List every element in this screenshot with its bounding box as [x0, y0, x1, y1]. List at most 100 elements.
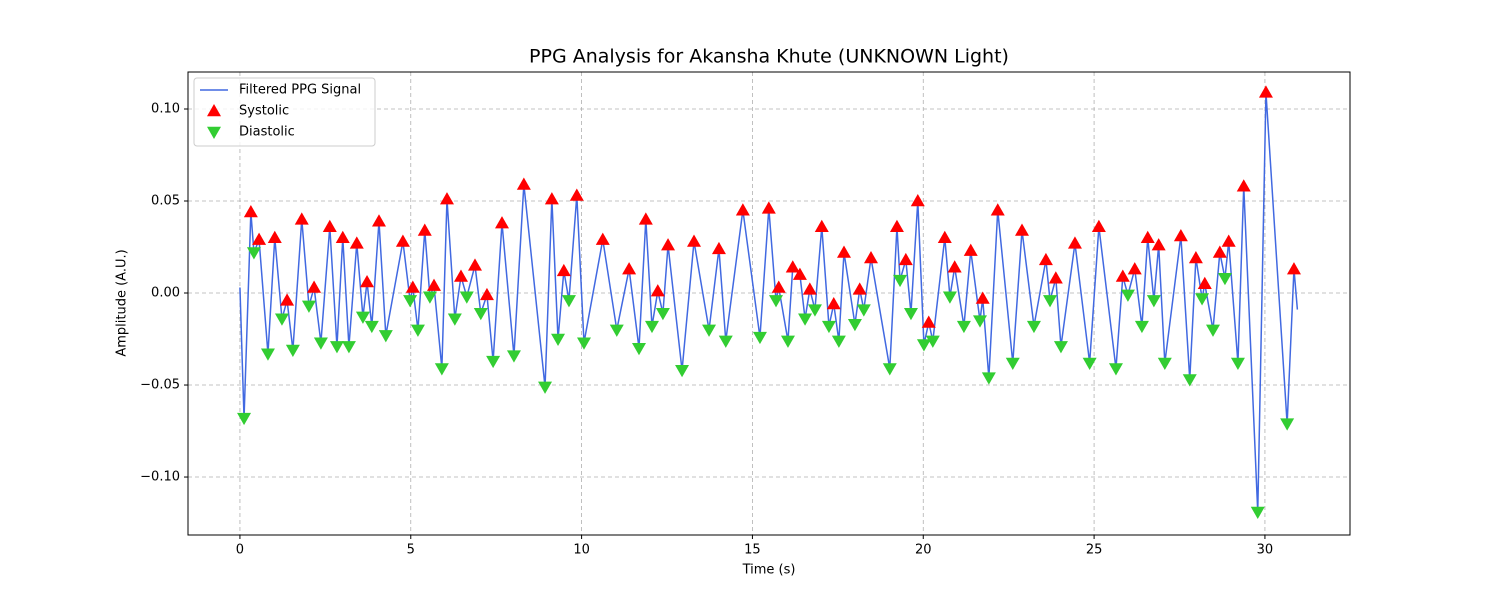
x-tick-label: 0 — [236, 543, 244, 558]
peak-marker — [882, 363, 897, 376]
peak-marker — [447, 313, 462, 326]
peak-marker — [422, 291, 437, 304]
x-tick-label: 15 — [744, 543, 761, 558]
y-axis-label: Amplitude (A.U.) — [115, 249, 130, 356]
peak-marker — [802, 282, 817, 295]
peak-marker — [267, 230, 282, 244]
peak-marker — [516, 177, 531, 190]
peak-marker — [403, 295, 418, 308]
peak-marker — [702, 324, 717, 337]
peak-marker — [274, 313, 289, 326]
peak-marker — [1053, 341, 1068, 354]
peak-marker — [479, 287, 494, 301]
peak-marker — [307, 280, 322, 293]
x-tick-label: 20 — [915, 543, 932, 558]
peak-marker — [280, 293, 295, 306]
peak-marker — [395, 234, 410, 247]
peak-marker — [1005, 357, 1020, 370]
peak-marker — [1127, 262, 1142, 275]
peak-marker — [410, 324, 425, 337]
peak-marker — [1188, 251, 1203, 264]
peak-marker — [638, 212, 653, 225]
plot-frame — [187, 71, 1351, 536]
y-tick-label: 0.05 — [151, 193, 180, 208]
peak-marker — [355, 311, 370, 324]
peak-marker — [1134, 320, 1149, 334]
peak-marker — [735, 203, 750, 216]
peak-marker — [360, 274, 375, 288]
peak-marker — [576, 337, 591, 350]
peak-marker — [975, 291, 990, 304]
x-tick-label: 25 — [1086, 543, 1103, 558]
peak-marker — [1048, 271, 1063, 284]
peak-marker — [916, 339, 931, 352]
peak-marker — [556, 263, 571, 277]
peak-marker — [898, 252, 913, 266]
peak-marker — [252, 232, 267, 245]
peak-marker — [551, 333, 566, 347]
peak-marker — [1038, 252, 1053, 266]
peak-marker — [814, 219, 829, 233]
peak-marker — [322, 219, 337, 233]
peak-marker — [631, 342, 646, 356]
chart-title: PPG Analysis for Akansha Khute (UNKNOWN … — [529, 46, 1009, 68]
peak-marker — [1146, 295, 1161, 308]
y-tick-label: −0.10 — [140, 470, 180, 485]
peak-marker — [622, 262, 637, 275]
peak-marker — [1258, 85, 1273, 98]
peak-marker — [467, 258, 482, 271]
legend-label: Diastolic — [239, 125, 295, 140]
peak-marker — [863, 251, 878, 264]
peak-marker — [650, 284, 665, 297]
peak-marker — [956, 320, 971, 334]
peak-marker — [486, 355, 501, 369]
peak-marker — [1157, 357, 1172, 370]
peak-marker — [1280, 418, 1295, 431]
y-tick-label: −0.05 — [140, 378, 180, 393]
peak-marker — [937, 230, 952, 244]
peak-marker — [826, 297, 841, 310]
peak-marker — [972, 315, 987, 328]
peak-marker — [1082, 357, 1097, 370]
peak-marker — [1182, 374, 1197, 387]
peak-marker — [341, 341, 356, 354]
peak-marker — [769, 295, 784, 308]
peak-marker — [439, 192, 454, 205]
peak-marker — [609, 324, 624, 337]
peak-marker — [847, 319, 862, 332]
peak-marker — [569, 188, 584, 201]
x-tick-label: 10 — [573, 543, 590, 558]
peak-marker — [1120, 289, 1135, 302]
peak-marker — [655, 308, 670, 321]
peak-marker — [963, 243, 978, 256]
peak-marker — [831, 335, 846, 348]
peak-marker — [1230, 357, 1245, 370]
peak-marker — [792, 267, 807, 280]
legend-label: Filtered PPG Signal — [239, 83, 361, 98]
peak-marker — [405, 280, 420, 293]
peak-marker — [1173, 228, 1188, 242]
x-tick-label: 5 — [407, 543, 415, 558]
peak-marker — [417, 223, 432, 236]
peak-marker — [294, 212, 309, 225]
peak-marker — [780, 335, 795, 348]
legend-swatch — [207, 104, 221, 117]
peak-marker — [426, 278, 441, 291]
peak-marker — [903, 308, 918, 321]
peak-marker — [1015, 223, 1030, 236]
peak-marker — [675, 365, 690, 378]
peak-marker — [246, 247, 261, 260]
peak-marker — [544, 192, 559, 205]
peak-marker — [1108, 363, 1123, 376]
peak-marker — [1091, 219, 1106, 233]
peak-marker — [752, 331, 767, 345]
legend-box — [193, 77, 376, 147]
peak-marker — [947, 260, 962, 273]
peak-marker — [687, 234, 702, 247]
y-tick-label: 0.10 — [151, 101, 180, 116]
peak-marker — [1217, 273, 1232, 286]
peak-marker — [335, 230, 350, 244]
peak-marker — [1140, 230, 1155, 244]
peak-marker — [1195, 293, 1210, 306]
